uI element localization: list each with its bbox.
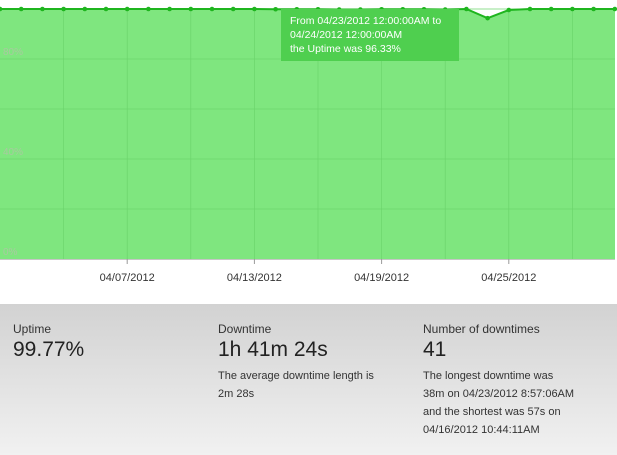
uptime-point-04/24: [485, 15, 490, 21]
uptime-point-04/28: [570, 6, 575, 12]
uptime-point-04/08: [146, 6, 151, 12]
uptime-point-04/10: [188, 6, 194, 12]
x-tick-label-3: 04/25/2012: [481, 272, 536, 284]
downtime-desc-line-1: The average downtime length is: [218, 370, 374, 382]
y-tick-label-40: 40%: [3, 147, 23, 158]
stats-panel: Uptime 99.77% Downtime 1h 41m 24s The av…: [0, 304, 617, 455]
uptime-point-04/09: [167, 6, 172, 12]
uptime-point-04/12: [230, 6, 236, 12]
uptime-point-04/05: [82, 6, 88, 12]
uptime-point-04/23: [464, 6, 469, 12]
uptime-point-04/13: [252, 6, 257, 12]
uptime-point-04/06: [103, 6, 109, 12]
uptime-area: [0, 9, 615, 259]
uptime-stat: Uptime 99.77%: [13, 322, 84, 362]
downtimes-description: The longest downtime was 38m on 04/23/20…: [423, 367, 574, 439]
uptime-point-04/14: [273, 6, 278, 12]
uptime-value: 99.77%: [13, 338, 85, 361]
tooltip-line-1: From 04/23/2012 12:00:00AM to: [290, 15, 442, 27]
uptime-chart[interactable]: 80% 40% 0% 04/07/2012 04/13/2012 04/19/2012 04…: [0, 0, 617, 290]
uptime-point-04/25: [506, 7, 512, 13]
downtime-desc-line-2: 2m 28s: [218, 388, 255, 400]
downtimes-desc-line-3: and the shortest was 57s on: [423, 406, 561, 418]
downtimes-count-label: Number of downtimes: [423, 322, 540, 336]
y-tick-label-0: 0%: [3, 247, 18, 258]
downtimes-count-stat: Number of downtimes 41 The longest downt…: [423, 322, 574, 439]
y-tick-label-80: 80%: [3, 47, 23, 58]
downtimes-desc-line-2: 38m on 04/23/2012 8:57:06AM: [423, 388, 575, 400]
x-tick-label-0: 04/07/2012: [100, 272, 155, 284]
x-tick-label-2: 04/19/2012: [354, 272, 409, 284]
uptime-point-04/01: [0, 6, 3, 12]
downtimes-desc-line-4: 04/16/2012 10:44:11AM: [423, 424, 540, 436]
tooltip-line-3: the Uptime was 96.33%: [290, 43, 401, 55]
uptime-point-04/07: [124, 6, 130, 12]
downtimes-desc-line-1: The longest downtime was: [423, 370, 554, 382]
chart-tooltip: From 04/23/2012 12:00:00AM to 04/24/2012…: [281, 9, 459, 61]
uptime-point-04/30: [612, 6, 617, 12]
downtime-description: The average downtime length is 2m 28s: [218, 367, 374, 403]
uptime-point-04/27: [548, 6, 554, 12]
downtimes-count-value: 41: [423, 338, 447, 361]
x-axis-band: [0, 259, 617, 290]
uptime-label: Uptime: [13, 322, 52, 336]
downtime-value: 1h 41m 24s: [218, 338, 328, 361]
uptime-point-04/02: [18, 6, 24, 12]
uptime-point-04/26: [527, 6, 533, 12]
uptime-point-04/11: [209, 6, 215, 12]
downtime-label: Downtime: [218, 322, 272, 336]
tooltip-line-2: 04/24/2012 12:00:00AM: [290, 29, 403, 41]
x-tick-label-1: 04/13/2012: [227, 272, 282, 284]
uptime-point-04/03: [40, 6, 45, 12]
uptime-point-04/04: [61, 6, 66, 12]
downtime-stat: Downtime 1h 41m 24s The average downtime…: [218, 322, 374, 403]
uptime-point-04/29: [591, 6, 596, 12]
